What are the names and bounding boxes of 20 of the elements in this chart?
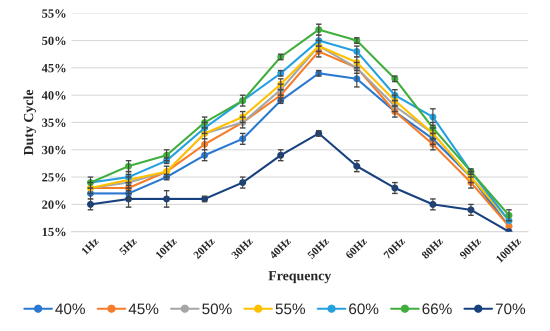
y-tick-label: 50% bbox=[42, 36, 66, 46]
y-tick-label: 55% bbox=[42, 9, 66, 18]
legend-label: 60% bbox=[349, 303, 378, 314]
y-axis-title: Duty Cycle bbox=[23, 90, 36, 156]
x-tick-label: 1Hz bbox=[81, 237, 99, 255]
legend-label: 70% bbox=[496, 303, 526, 314]
y-tick-label: 35% bbox=[42, 118, 66, 127]
legend-label: 40% bbox=[55, 303, 85, 314]
y-tick-label: 15% bbox=[42, 228, 66, 236]
x-axis-title: Frequency bbox=[268, 271, 332, 284]
y-tick-label: 25% bbox=[42, 173, 66, 182]
legend-label: 66% bbox=[422, 303, 452, 314]
y-tick-label: 45% bbox=[42, 64, 66, 72]
y-tick-label: 30% bbox=[42, 146, 66, 154]
y-tick-label: 40% bbox=[42, 91, 66, 100]
x-tick-label: 5Hz bbox=[118, 237, 138, 256]
y-tick-label: 20% bbox=[42, 200, 66, 209]
legend-label: 55% bbox=[276, 303, 306, 314]
legend-label: 50% bbox=[202, 303, 232, 314]
legend-label: 45% bbox=[128, 303, 158, 314]
